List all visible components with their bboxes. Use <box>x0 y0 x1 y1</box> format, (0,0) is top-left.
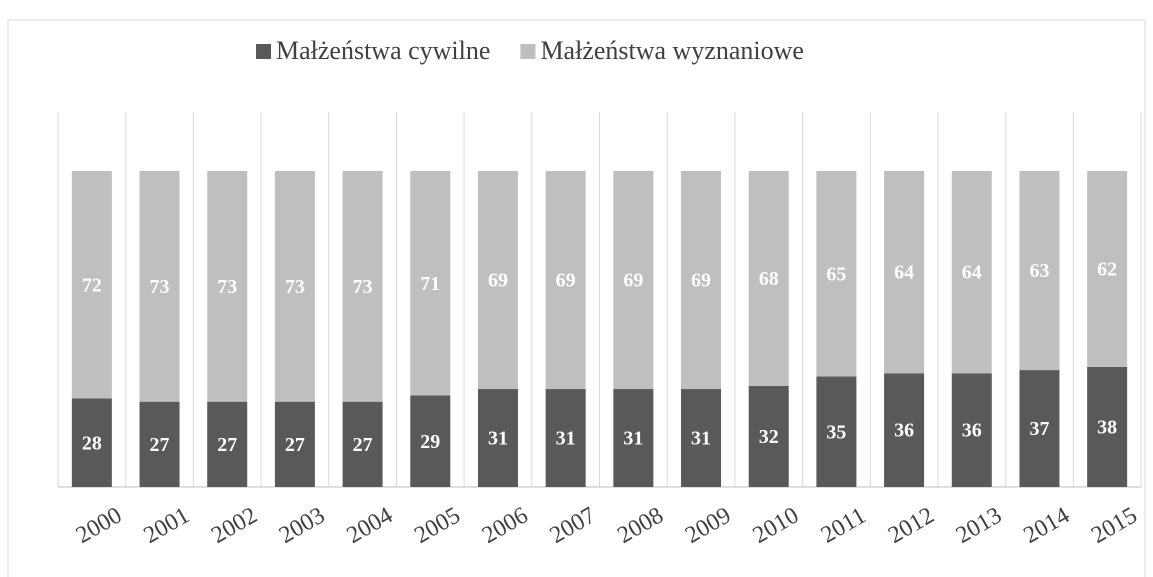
data-label: 31 <box>691 428 711 450</box>
data-label: 69 <box>691 270 711 292</box>
bar-segment <box>274 171 315 402</box>
bar-segment <box>613 171 654 390</box>
data-label: 69 <box>556 270 576 292</box>
bar-segment <box>748 171 789 386</box>
data-label: 63 <box>1029 260 1049 282</box>
bar-segment <box>71 171 112 399</box>
bar-segment <box>410 171 451 396</box>
legend-label: Małżeństwa wyznaniowe <box>540 36 804 65</box>
data-label: 31 <box>623 428 643 450</box>
data-label: 27 <box>285 434 305 456</box>
bar-segment <box>1087 366 1128 487</box>
data-label: 36 <box>894 420 914 442</box>
data-label: 29 <box>420 431 440 453</box>
bar-segment <box>71 398 112 487</box>
legend-label: Małżeństwa cywilne <box>276 36 490 65</box>
bar-segment <box>545 389 586 487</box>
bar-segment <box>951 171 992 374</box>
bar-segment <box>274 401 315 487</box>
bar-segment <box>1087 171 1128 367</box>
data-label: 31 <box>488 428 508 450</box>
data-label: 35 <box>826 421 846 443</box>
bar-segment <box>748 385 789 487</box>
data-label: 32 <box>759 426 779 448</box>
data-label: 72 <box>82 274 102 296</box>
data-label: 37 <box>1029 418 1049 440</box>
bar-segment <box>681 171 722 390</box>
bar-segment <box>139 171 180 402</box>
data-label: 71 <box>420 273 440 295</box>
data-label: 31 <box>556 428 576 450</box>
data-label: 38 <box>1097 417 1117 439</box>
data-label: 73 <box>285 276 305 298</box>
data-label: 64 <box>962 262 982 284</box>
bar-segment <box>884 373 925 487</box>
bar-segment <box>816 376 857 487</box>
data-label: 62 <box>1097 259 1117 281</box>
data-label: 64 <box>894 262 914 284</box>
data-label: 27 <box>217 434 237 456</box>
legend-swatch <box>520 44 536 59</box>
bar-segment <box>342 171 383 402</box>
data-label: 69 <box>488 270 508 292</box>
bar-segment <box>816 171 857 377</box>
bar-segment <box>410 395 451 487</box>
legend-swatch <box>256 44 271 59</box>
bar-segment <box>342 401 383 487</box>
data-label: 73 <box>217 276 237 298</box>
bar-segment <box>139 401 180 487</box>
data-label: 73 <box>353 276 373 298</box>
data-label: 36 <box>962 420 982 442</box>
bar-segment <box>613 389 654 487</box>
bar-segment <box>477 171 518 390</box>
data-label: 27 <box>353 434 373 456</box>
bar-segment <box>1019 370 1060 487</box>
data-label: 69 <box>623 270 643 292</box>
bar-segment <box>951 373 992 487</box>
bar-segment <box>207 401 248 487</box>
data-label: 28 <box>82 432 102 454</box>
bar-segment <box>207 171 248 402</box>
bar-segment <box>681 389 722 487</box>
data-label: 65 <box>826 263 846 285</box>
bar-segment <box>884 171 925 374</box>
bar-segment <box>545 171 586 390</box>
data-label: 68 <box>759 268 779 290</box>
data-label: 73 <box>150 276 170 298</box>
data-label: 27 <box>150 434 170 456</box>
bar-segment <box>1019 171 1060 371</box>
bar-segment <box>477 389 518 487</box>
